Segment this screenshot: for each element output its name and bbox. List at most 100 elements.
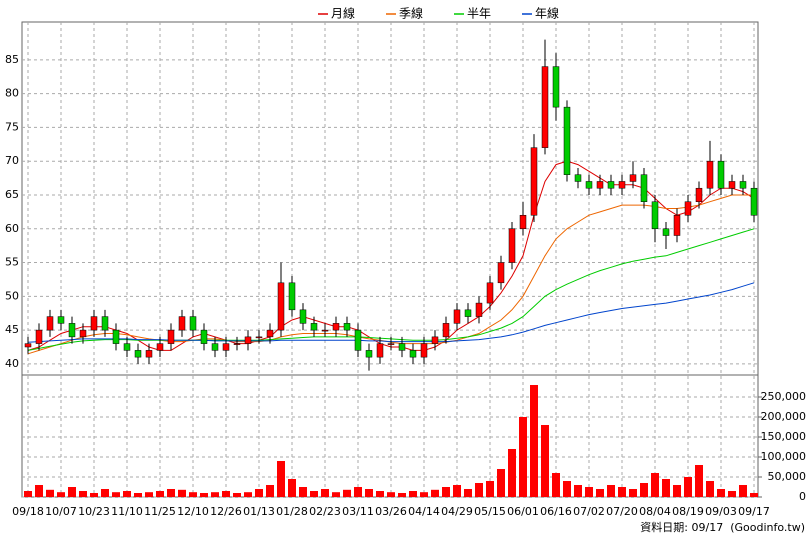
y-tick-label: 50,000 (768, 470, 807, 483)
candle-body (211, 343, 219, 351)
volume-bar (596, 489, 604, 497)
candle-body (695, 187, 703, 202)
candle-body (651, 201, 659, 230)
candle-body (266, 329, 274, 338)
volume-bar (607, 485, 615, 497)
candle-body (409, 350, 417, 358)
volume-bar (255, 489, 263, 497)
candle-body (728, 181, 736, 189)
volume-bar (585, 487, 593, 497)
volume-bar (629, 489, 637, 497)
candle-body (200, 329, 208, 344)
volume-bar (475, 483, 483, 497)
x-tick-label: 03/11 (342, 505, 374, 518)
volume-bar (134, 493, 142, 497)
legend-label: 半年 (467, 7, 491, 21)
x-tick-label: 06/01 (507, 505, 539, 518)
volume-bar (442, 487, 450, 497)
candle-body (453, 309, 461, 324)
volume-bar (68, 487, 76, 497)
candle-body (673, 214, 681, 236)
volume-bar (695, 465, 703, 497)
volume-bar (618, 487, 626, 497)
volume-bar (299, 487, 307, 497)
volume-bar (233, 493, 241, 497)
volume-bar (112, 492, 120, 497)
volume-bar (563, 481, 571, 497)
x-tick-label: 11/10 (111, 505, 143, 518)
volume-bar (288, 479, 296, 497)
volume-bar (684, 477, 692, 497)
legend-label: 年線 (535, 6, 559, 21)
volume-bar (332, 492, 340, 497)
candle-body (398, 343, 406, 351)
volume-bar (453, 485, 461, 497)
volume-bar (222, 491, 230, 497)
candle-body (640, 174, 648, 202)
candle-body (156, 343, 164, 351)
candle-body (607, 181, 615, 189)
candle-body (563, 106, 571, 175)
candle-body (233, 343, 241, 345)
volume-bar (79, 491, 87, 497)
candle-body (332, 323, 340, 331)
legend-label: 月線 (331, 6, 355, 21)
x-tick-label: 02/23 (309, 505, 341, 518)
candle-body (497, 262, 505, 284)
x-tick-label: 09/18 (12, 505, 44, 518)
x-tick-label: 11/25 (144, 505, 176, 518)
candle-body (79, 329, 87, 338)
volume-bar (178, 489, 186, 497)
volume-bar (552, 473, 560, 497)
x-tick-label: 06/16 (540, 505, 572, 518)
y-tick-label: 40 (5, 357, 19, 370)
candle-body (574, 174, 582, 182)
x-tick-label: 09/03 (705, 505, 737, 518)
y-tick-label: 85 (5, 53, 19, 66)
candle-body (343, 323, 351, 331)
volume-bar (739, 485, 747, 497)
x-tick-label: 04/14 (408, 505, 440, 518)
legend-label: 季線 (399, 6, 423, 21)
volume-bar (376, 491, 384, 497)
volume-bar (57, 492, 65, 497)
candle-body (717, 160, 725, 189)
candle-body (299, 309, 307, 324)
y-tick-label: 75 (5, 120, 19, 133)
volume-bar (24, 491, 32, 497)
y-tick-label: 70 (5, 154, 19, 167)
candle-body (519, 214, 527, 230)
candle-body (167, 329, 175, 344)
x-tick-label: 10/07 (45, 505, 77, 518)
volume-bar (750, 493, 758, 497)
candle-body (629, 174, 637, 182)
volume-bar (519, 417, 527, 497)
x-tick-label: 09/17 (738, 505, 770, 518)
candle-body (101, 316, 109, 331)
candle-body (739, 181, 747, 189)
x-tick-label: 04/29 (441, 505, 473, 518)
candle-body (618, 181, 626, 189)
candle-body (354, 329, 362, 351)
volume-bar (354, 487, 362, 497)
x-tick-label: 03/26 (375, 505, 407, 518)
volume-bar (508, 449, 516, 497)
y-tick-label: 200,000 (761, 410, 807, 423)
volume-bar (35, 485, 43, 497)
candle-body (277, 282, 285, 331)
x-tick-label: 08/04 (639, 505, 671, 518)
y-tick-label: 60 (5, 222, 19, 235)
candle-body (431, 336, 439, 344)
volume-bar (266, 485, 274, 497)
candle-body (706, 160, 714, 189)
volume-bar (497, 469, 505, 497)
volume-bar (398, 493, 406, 497)
volume-bar (541, 425, 549, 497)
x-tick-label: 08/19 (672, 505, 704, 518)
x-tick-label: 10/23 (78, 505, 110, 518)
x-tick-label: 07/02 (573, 505, 605, 518)
volume-bar (706, 481, 714, 497)
candle-body (222, 343, 230, 351)
volume-bar (46, 489, 54, 497)
candle-body (255, 336, 263, 339)
